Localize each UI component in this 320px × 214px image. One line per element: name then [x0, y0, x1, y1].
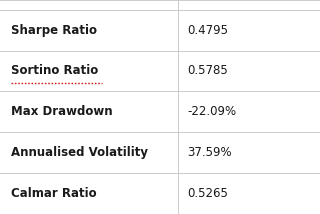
Text: Sortino Ratio: Sortino Ratio	[11, 64, 99, 77]
Text: Sharpe Ratio: Sharpe Ratio	[11, 24, 97, 37]
Text: -22.09%: -22.09%	[187, 105, 236, 118]
Text: 37.59%: 37.59%	[187, 146, 232, 159]
Text: Annualised Volatility: Annualised Volatility	[11, 146, 148, 159]
Text: Max Drawdown: Max Drawdown	[11, 105, 113, 118]
Text: 0.5785: 0.5785	[187, 64, 228, 77]
Text: 0.5265: 0.5265	[187, 187, 228, 200]
Text: Calmar Ratio: Calmar Ratio	[11, 187, 97, 200]
Text: 0.4795: 0.4795	[187, 24, 228, 37]
